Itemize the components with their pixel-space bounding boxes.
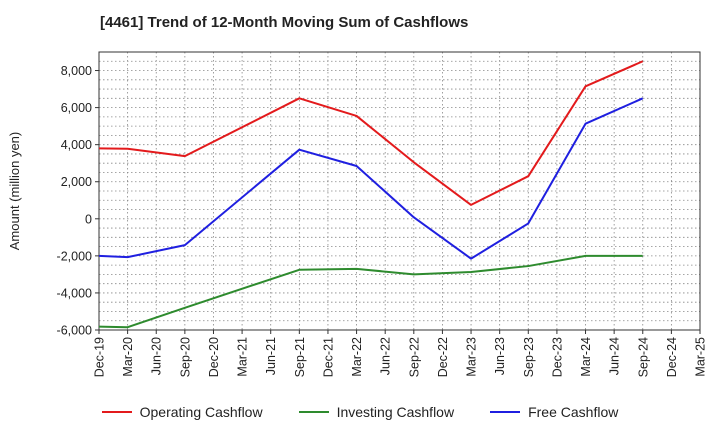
x-tick-label: Jun-23 (493, 337, 507, 375)
line-chart: -6,000-4,000-2,00002,0004,0006,0008,000 … (7, 51, 708, 377)
series-line-operating-cashflow (98, 60, 644, 206)
x-tick-labels: Dec-19 Mar-20 Jun-20 Sep-20 Dec-20 Mar-21 Jun-… (93, 330, 708, 377)
legend-label: Investing Cashflow (336, 404, 455, 420)
y-tick-label: 4,000 (61, 138, 92, 152)
x-tick-label: Mar-22 (350, 337, 364, 377)
y-tick-label: 6,000 (61, 101, 92, 115)
y-tick-label: 0 (85, 212, 92, 226)
x-tick-label: Sep-22 (407, 337, 421, 377)
x-tick-label: Dec-19 (93, 337, 107, 377)
x-tick-label: Sep-24 (636, 337, 650, 377)
legend-swatch (101, 411, 132, 413)
y-tick-label: 2,000 (61, 175, 92, 189)
x-tick-label: Jun-24 (608, 337, 622, 375)
y-tick-label: 8,000 (61, 64, 92, 78)
x-tick-label: Sep-20 (178, 337, 192, 377)
x-tick-label: Mar-24 (579, 337, 593, 377)
chart-title: [4461] Trend of 12-Month Moving Sum of C… (100, 14, 469, 31)
y-tick-label: -6,000 (57, 324, 92, 338)
legend-item: Free Cashflow (490, 404, 618, 420)
legend-item: Operating Cashflow (101, 404, 263, 420)
series-line-free-cashflow (98, 97, 644, 260)
y-tick-label: -2,000 (57, 249, 92, 263)
axes (98, 51, 701, 331)
x-tick-label: Jun-22 (379, 337, 393, 375)
x-tick-label: Mar-23 (465, 337, 479, 377)
x-tick-label: Sep-23 (522, 337, 536, 377)
x-tick-label: Dec-24 (665, 337, 679, 377)
x-tick-label: Jun-20 (150, 337, 164, 375)
x-tick-label: Sep-21 (293, 337, 307, 377)
x-tick-label: Mar-21 (236, 337, 250, 377)
y-axis-label: Amount (million yen) (7, 132, 22, 251)
x-tick-label: Dec-20 (207, 337, 221, 377)
grid-lines (99, 52, 700, 330)
x-tick-label: Mar-25 (694, 337, 708, 377)
x-tick-label: Dec-22 (436, 337, 450, 377)
legend-label: Free Cashflow (528, 404, 619, 420)
legend-item: Investing Cashflow (298, 404, 455, 420)
x-tick-label: Mar-20 (121, 337, 135, 377)
legend-swatch (298, 411, 329, 413)
y-tick-labels: -6,000 -4,000 -2,000 0 2,000 4,000 6,000 8,000 (57, 64, 99, 338)
series-lines (98, 60, 644, 329)
plot-frame (98, 51, 701, 331)
y-tick-label: -4,000 (57, 286, 92, 300)
x-tick-label: Dec-21 (321, 337, 335, 377)
x-tick-label: Dec-23 (550, 337, 564, 377)
legend-swatch (490, 411, 521, 413)
x-tick-label: Jun-21 (264, 337, 278, 375)
legend: Operating Cashflow Investing Cashflow Free… (0, 404, 720, 420)
series-line-investing-cashflow (98, 254, 643, 329)
legend-label: Operating Cashflow (139, 404, 263, 420)
